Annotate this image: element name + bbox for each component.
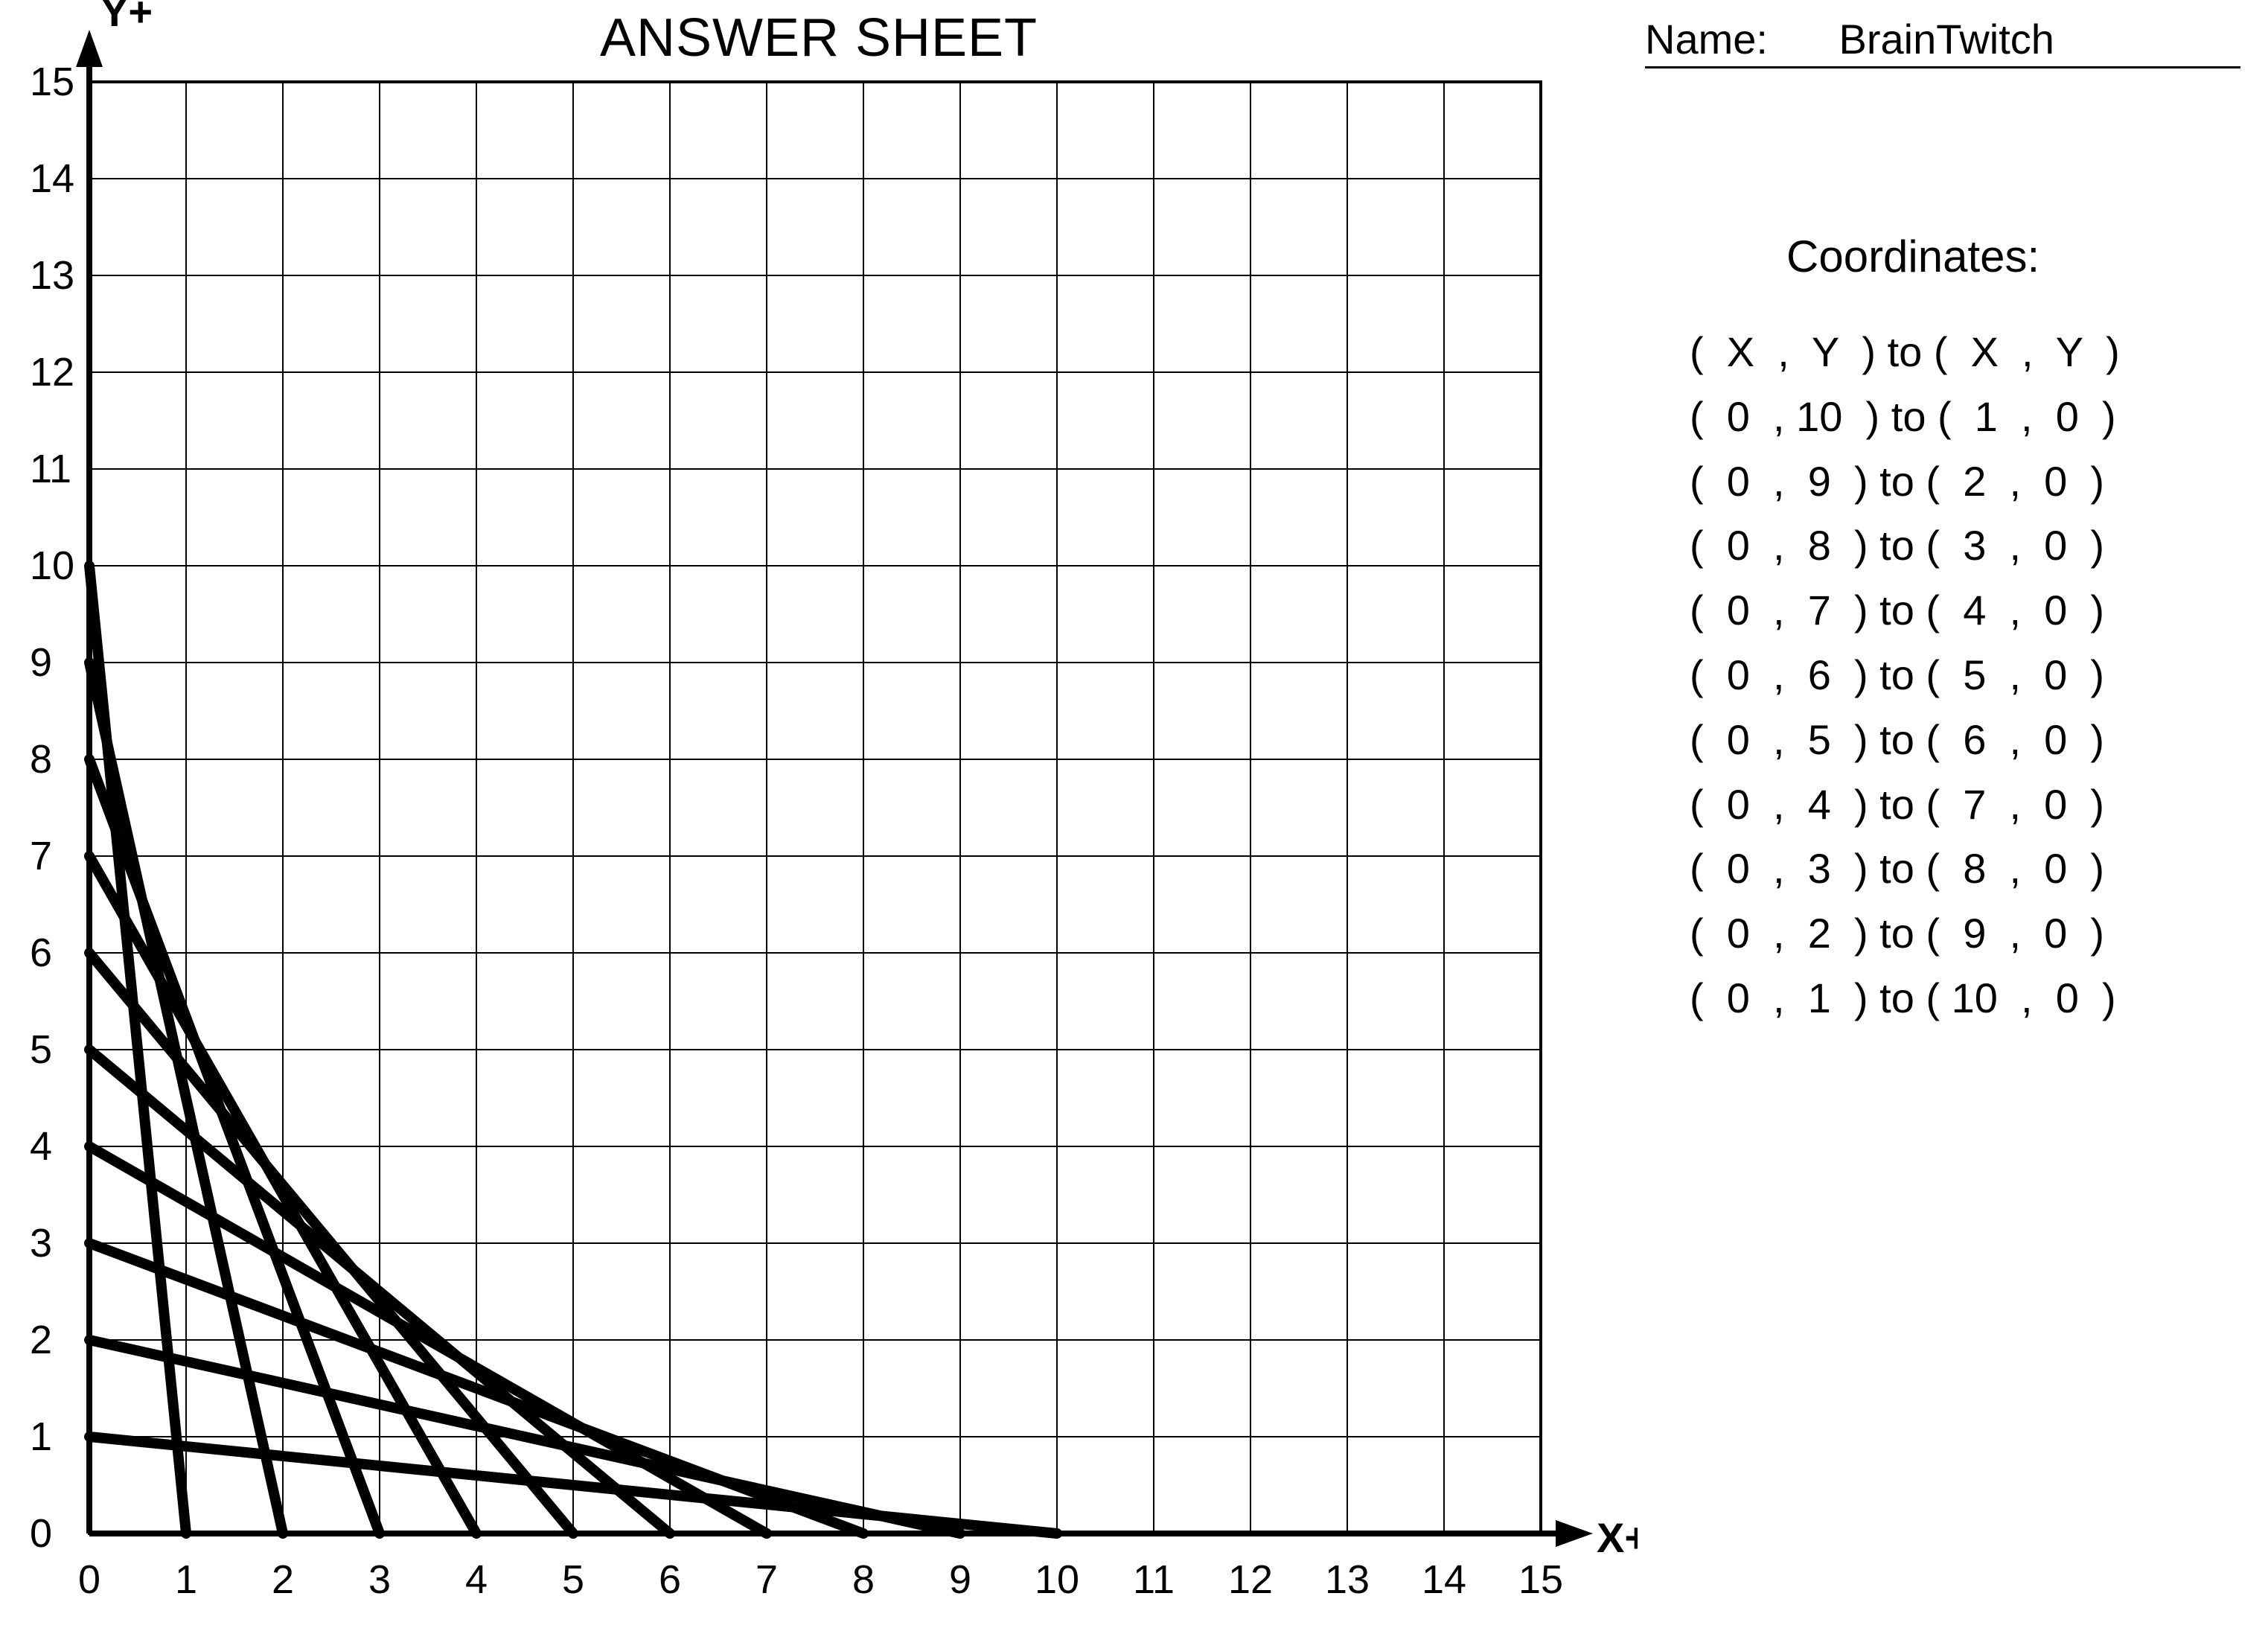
x-tick-label: 13 xyxy=(1325,1557,1370,1602)
y-tick-label: 13 xyxy=(30,253,74,298)
coord-row: ( 0 , 3 ) to ( 8 , 0 ) xyxy=(1690,837,2120,901)
x-tick-label: 15 xyxy=(1518,1557,1563,1602)
coord-header-row: ( X , Y ) to ( X , Y ) xyxy=(1690,320,2120,385)
x-tick-label: 5 xyxy=(562,1557,584,1602)
y-tick-label: 10 xyxy=(30,543,74,588)
y-tick-label: 6 xyxy=(30,931,52,975)
y-tick-label: 12 xyxy=(30,350,74,395)
name-value: BrainTwitch xyxy=(1839,15,2054,63)
x-tick-label: 4 xyxy=(465,1557,488,1602)
x-tick-label: 9 xyxy=(949,1557,971,1602)
x-tick-label: 6 xyxy=(659,1557,681,1602)
y-tick-label: 14 xyxy=(30,156,74,201)
coord-row: ( 0 , 7 ) to ( 4 , 0 ) xyxy=(1690,578,2120,643)
x-axis-label: X+ xyxy=(1597,1514,1638,1561)
x-tick-label: 0 xyxy=(78,1557,100,1602)
coordinates-heading: Coordinates: xyxy=(1786,231,2039,282)
x-tick-label: 7 xyxy=(756,1557,778,1602)
grid-chart: Y+X+012345678910111213141501234567891011… xyxy=(0,0,1638,1634)
coord-row: ( 0 , 4 ) to ( 7 , 0 ) xyxy=(1690,773,2120,837)
y-tick-label: 8 xyxy=(30,737,52,782)
coord-row: ( 0 , 9 ) to ( 2 , 0 ) xyxy=(1690,450,2120,514)
name-label: Name: xyxy=(1645,15,1768,63)
y-axis-arrow-icon xyxy=(76,30,103,67)
x-tick-label: 14 xyxy=(1422,1557,1466,1602)
y-tick-label: 7 xyxy=(30,834,52,878)
y-tick-label: 0 xyxy=(30,1511,52,1556)
y-tick-label: 1 xyxy=(30,1414,52,1459)
coord-row: ( 0 , 2 ) to ( 9 , 0 ) xyxy=(1690,901,2120,966)
y-tick-label: 3 xyxy=(30,1221,52,1266)
x-tick-label: 2 xyxy=(272,1557,294,1602)
coord-row: ( 0 , 8 ) to ( 3 , 0 ) xyxy=(1690,514,2120,578)
y-tick-label: 9 xyxy=(30,640,52,685)
coordinates-list: ( X , Y ) to ( X , Y )( 0 , 10 ) to ( 1 … xyxy=(1690,320,2120,1031)
coord-row: ( 0 , 1 ) to ( 10 , 0 ) xyxy=(1690,966,2120,1031)
coord-row: ( 0 , 5 ) to ( 6 , 0 ) xyxy=(1690,708,2120,773)
x-tick-label: 12 xyxy=(1228,1557,1273,1602)
y-tick-label: 2 xyxy=(30,1318,52,1362)
x-tick-label: 10 xyxy=(1035,1557,1079,1602)
coord-row: ( 0 , 6 ) to ( 5 , 0 ) xyxy=(1690,643,2120,708)
y-tick-label: 4 xyxy=(30,1124,52,1169)
y-tick-label: 11 xyxy=(30,447,71,491)
y-tick-label: 15 xyxy=(30,60,74,104)
coord-row: ( 0 , 10 ) to ( 1 , 0 ) xyxy=(1690,385,2120,450)
answer-sheet-page: ANSWER SHEET Name: BrainTwitch Coordinat… xyxy=(0,0,2268,1634)
name-field: Name: BrainTwitch xyxy=(1645,15,2240,68)
x-tick-label: 3 xyxy=(368,1557,391,1602)
grid-border xyxy=(89,82,1541,1534)
x-tick-label: 8 xyxy=(852,1557,875,1602)
y-axis-label: Y+ xyxy=(100,0,153,35)
chart-container: Y+X+012345678910111213141501234567891011… xyxy=(0,0,1638,1634)
x-axis-arrow-icon xyxy=(1556,1520,1593,1547)
y-tick-label: 5 xyxy=(30,1027,52,1072)
x-tick-label: 11 xyxy=(1133,1557,1175,1602)
x-tick-label: 1 xyxy=(175,1557,197,1602)
